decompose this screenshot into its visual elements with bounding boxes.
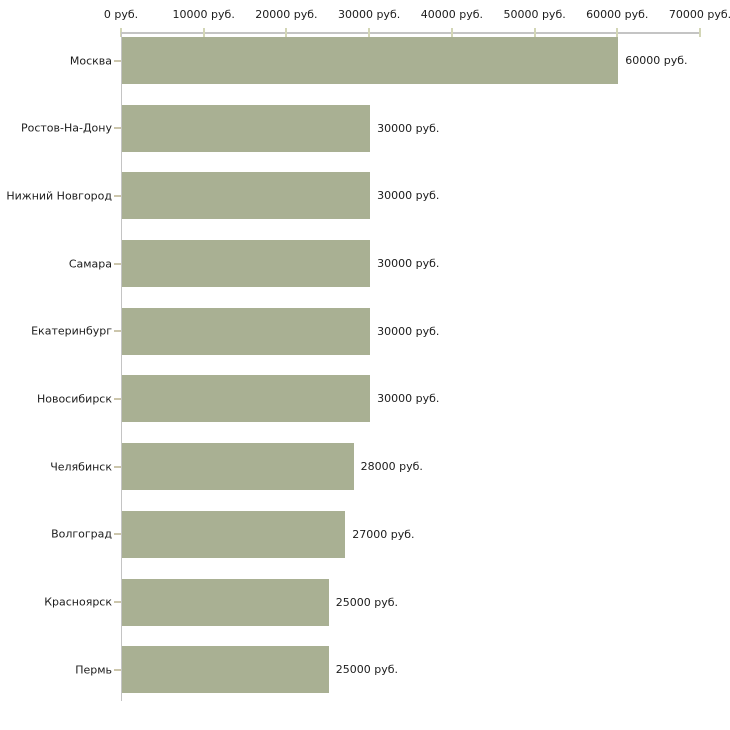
x-tick [450, 28, 453, 37]
chart-row: Волгоград 27000 руб. [51, 507, 722, 575]
bar [122, 104, 371, 152]
x-tick-label: 20000 руб. [255, 8, 318, 21]
x-axis-line [121, 32, 701, 34]
bar [122, 443, 354, 491]
y-tick [114, 59, 121, 62]
y-tick [114, 397, 121, 400]
chart-row: Нижний Новгород 30000 руб. [6, 168, 722, 236]
value-label: 30000 руб. [377, 189, 440, 203]
x-tick-label: 0 руб. [103, 8, 139, 21]
value-label: 30000 руб. [377, 257, 440, 271]
bar [122, 307, 371, 355]
category-label: Москва [69, 54, 112, 67]
chart-row: Красноярск 25000 руб. [44, 575, 722, 643]
x-tick-label: 70000 руб. [668, 8, 730, 21]
bar [122, 240, 371, 288]
value-label: 30000 руб. [377, 324, 440, 338]
chart-row: Новосибирск 30000 руб. [37, 371, 722, 439]
chart-row: Самара 30000 руб. [69, 236, 722, 304]
bar [122, 646, 329, 694]
category-label: Красноярск [44, 595, 112, 609]
x-tick [285, 28, 288, 37]
value-label: 30000 руб. [377, 121, 440, 135]
x-tick [699, 28, 701, 37]
x-tick [533, 28, 536, 37]
y-tick [114, 668, 121, 671]
bar-rows: Москва 60000 руб. Ростов-На-Дону 30000 р… [6, 33, 722, 710]
y-axis-line [121, 32, 122, 701]
bar [122, 375, 371, 423]
bar [122, 578, 329, 626]
chart-row: Челябинск 28000 руб. [50, 439, 722, 507]
chart-row: Пермь 25000 руб. [75, 642, 722, 710]
y-tick [114, 601, 121, 603]
x-tick [368, 28, 371, 37]
category-label: Екатеринбург [31, 324, 112, 338]
y-tick [114, 127, 121, 130]
x-tick-label: 60000 руб. [586, 8, 649, 21]
value-label: 30000 руб. [377, 392, 440, 406]
x-tick-label: 40000 руб. [420, 8, 484, 21]
bar [122, 510, 346, 558]
value-label: 25000 руб. [335, 663, 399, 677]
y-tick [114, 533, 121, 536]
y-tick [114, 330, 121, 333]
category-label: Челябинск [50, 460, 112, 474]
category-label: Нижний Новгород [6, 189, 112, 203]
y-tick [114, 194, 121, 197]
y-tick [114, 262, 121, 265]
category-label: Ростов-На-Дону [20, 121, 112, 135]
chart-row: Москва 60000 руб. [70, 33, 722, 101]
value-label: 27000 руб. [352, 527, 415, 541]
category-label: Новосибирск [36, 392, 112, 406]
x-tick [616, 28, 619, 37]
chart-row: Екатеринбург 30000 руб. [31, 304, 722, 372]
bar [122, 37, 619, 84]
category-label: Волгоград [51, 527, 112, 541]
value-label: 28000 руб. [360, 460, 423, 474]
x-tick-label: 30000 руб. [337, 8, 401, 21]
bar [122, 172, 371, 220]
x-tick-label: 10000 руб. [172, 8, 235, 21]
y-tick [114, 465, 121, 468]
category-label: Пермь [75, 663, 112, 677]
chart-row: Ростов-На-Дону 30000 руб. [21, 101, 722, 169]
value-label: 60000 руб. [625, 54, 688, 67]
x-tick [202, 28, 205, 37]
value-label: 25000 руб. [335, 595, 399, 609]
category-label: Самара [68, 257, 112, 271]
x-tick-label: 50000 руб. [503, 8, 566, 21]
